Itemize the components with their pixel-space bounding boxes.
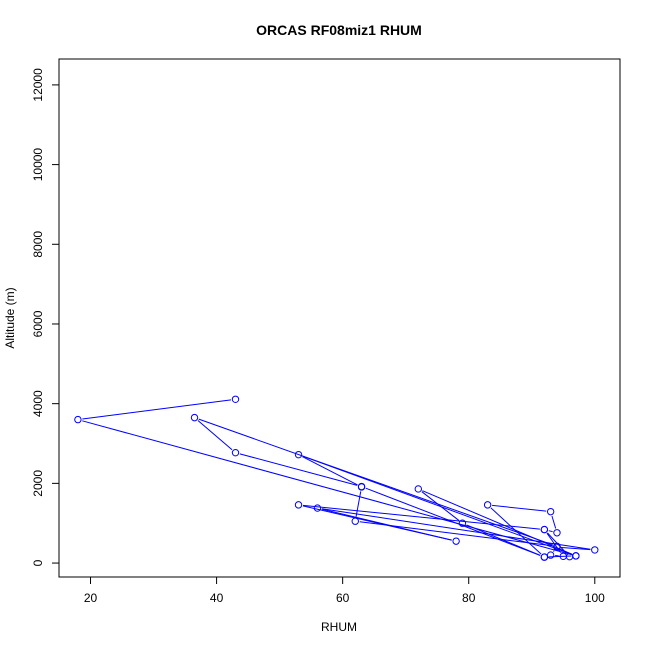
series-segment: [82, 399, 232, 420]
data-point: [546, 551, 555, 559]
y-tick-label: 6000: [31, 310, 45, 337]
series-segment: [302, 456, 358, 486]
series-segment: [421, 491, 460, 521]
y-tick-label: 8000: [31, 231, 45, 258]
y-tick-label: 0: [31, 559, 45, 566]
series-segment: [422, 490, 572, 555]
data-point: [483, 501, 492, 509]
y-tick-label: 10000: [31, 148, 45, 182]
x-axis: 20 40 60 80 100: [84, 577, 605, 605]
data-point: [591, 546, 599, 554]
data-point: [452, 537, 460, 545]
data-point: [414, 485, 422, 493]
data-point: [294, 501, 303, 509]
series-segment: [561, 546, 591, 551]
data-point: [458, 519, 467, 527]
data-point: [546, 507, 555, 516]
series-segment: [466, 524, 541, 556]
x-tick-label: 40: [210, 591, 224, 605]
data-point: [553, 529, 561, 537]
data-point: [540, 525, 549, 534]
series-segment: [302, 455, 572, 555]
series-segment: [197, 420, 233, 451]
data-point: [313, 504, 322, 512]
data-point: [294, 450, 303, 459]
series-segment: [365, 487, 541, 556]
x-tick-label: 60: [336, 591, 350, 605]
series-segment: [302, 504, 540, 530]
data-point: [572, 552, 580, 560]
y-tick-label: 4000: [31, 390, 45, 417]
x-tick-label: 100: [585, 591, 605, 605]
data-point: [357, 482, 366, 491]
data-point: [351, 517, 359, 525]
series-segment: [492, 504, 547, 512]
series-segment: [548, 530, 553, 533]
plot-frame: [58, 58, 621, 578]
series-segment: [239, 453, 358, 486]
y-tick-label: 12000: [31, 68, 45, 102]
series-segment: [198, 418, 553, 546]
series-segment: [551, 515, 557, 529]
series-segment: [355, 491, 362, 517]
data-point: [540, 553, 549, 561]
data-point: [190, 413, 199, 422]
data-point: [565, 552, 574, 561]
y-tick-label: 2000: [31, 470, 45, 497]
x-axis-label: RHUM: [321, 620, 357, 634]
y-axis-label: Altitude (m): [3, 287, 17, 348]
series-layer: [74, 395, 599, 561]
x-tick-label: 80: [462, 591, 476, 605]
series-segment: [490, 507, 542, 555]
data-point: [74, 415, 82, 424]
data-point: [553, 543, 561, 551]
chart-title: ORCAS RF08miz1 RHUM: [256, 22, 422, 38]
y-axis: 0 2000 4000 6000 8000 10000 12000: [31, 68, 59, 566]
series-segment: [82, 420, 572, 556]
series-segment: [553, 550, 555, 552]
data-point: [231, 395, 240, 403]
x-tick-label: 20: [84, 591, 98, 605]
series-segment: [321, 508, 591, 550]
data-point: [231, 448, 240, 457]
series-segment: [302, 505, 452, 541]
